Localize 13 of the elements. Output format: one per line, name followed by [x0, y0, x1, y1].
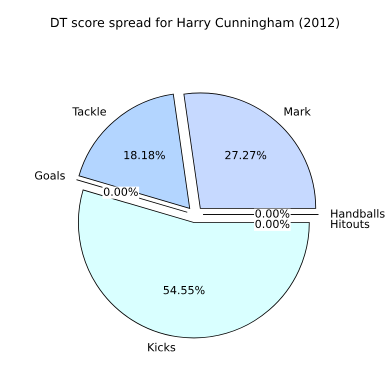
text: 0.00%	[255, 220, 290, 228]
category-label: Handballs	[331, 209, 385, 218]
slice-label: Mark	[284, 107, 311, 116]
category-label: Hitouts	[331, 220, 370, 228]
data-label: 18.18%	[124, 150, 165, 160]
slice-label: Tackle	[72, 107, 106, 116]
data-label: 27.27%	[225, 150, 266, 160]
text: 0.00%	[255, 209, 290, 218]
slice-label: Kicks	[148, 342, 176, 352]
chart-title: DT score spread for Harry Cunningham (2012)	[51, 18, 339, 30]
text: 0.00%	[104, 188, 138, 196]
data-label: 54.55%	[164, 286, 205, 294]
category-label: Goals	[34, 171, 65, 180]
